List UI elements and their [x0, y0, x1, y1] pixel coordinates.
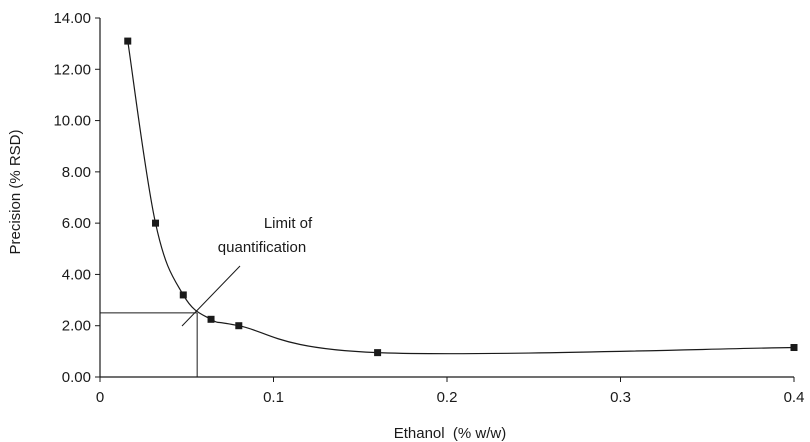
y-tick-label: 12.00: [53, 61, 91, 78]
x-tick-label: 0.4: [784, 389, 805, 406]
data-point-marker: [235, 322, 243, 330]
x-tick-label: 0: [96, 389, 104, 406]
y-tick-label: 14.00: [53, 10, 91, 27]
y-tick-label: 10.00: [53, 113, 91, 130]
y-axis-ticks: 0.00 2.00 4.00 6.00 8.00 10.00 12.00 14.00: [53, 10, 100, 386]
annotation-pointer-line: [181, 265, 241, 327]
data-point-marker: [152, 219, 160, 227]
y-tick-label: 4.00: [62, 266, 91, 283]
annotation-text-line-1: Limit of: [264, 215, 313, 232]
x-axis-ticks: 0 0.1 0.2 0.3 0.4: [96, 377, 805, 406]
series-line: [127, 40, 795, 355]
x-tick-label: 0.1: [263, 389, 284, 406]
series-layer: [124, 37, 798, 357]
data-point-marker: [124, 37, 132, 45]
y-tick-label: 0.00: [62, 369, 91, 386]
data-point-marker: [179, 291, 187, 299]
data-point-marker: [374, 349, 382, 357]
annotation-text-line-2: quantification: [218, 239, 306, 256]
limit-of-quantification-guides: [100, 265, 241, 377]
x-axis-title: Ethanol (% w/w): [394, 425, 507, 442]
data-point-marker: [207, 315, 215, 323]
y-tick-label: 8.00: [62, 164, 91, 181]
x-tick-label: 0.2: [437, 389, 458, 406]
y-axis-title: Precision (% RSD): [7, 129, 24, 254]
axes: [99, 18, 794, 378]
y-tick-label: 6.00: [62, 215, 91, 232]
x-tick-label: 0.3: [610, 389, 631, 406]
annotation-layer: Limit of quantification: [218, 215, 313, 256]
y-tick-label: 2.00: [62, 318, 91, 335]
data-point-marker: [790, 344, 798, 352]
